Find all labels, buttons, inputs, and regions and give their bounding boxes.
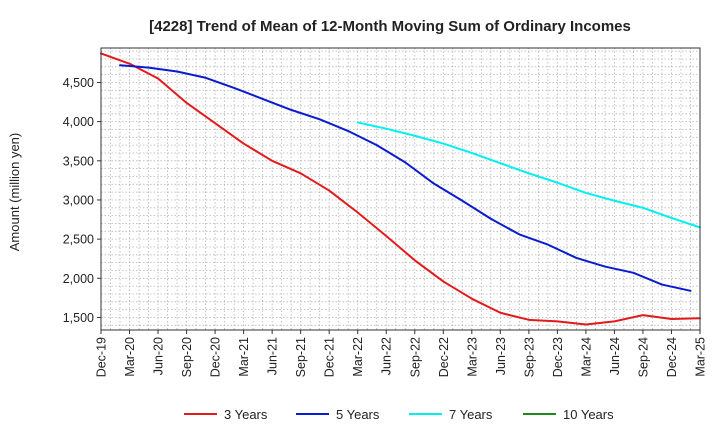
x-tick-label: Dec-21: [323, 337, 337, 377]
x-tick-label: Dec-22: [437, 337, 451, 377]
y-tick-label: 4,000: [63, 115, 94, 129]
x-tick-label: Sep-20: [180, 337, 194, 377]
x-tick-label: Jun-23: [494, 337, 508, 375]
legend-label: 3 Years: [224, 407, 268, 422]
series-line-5-years: [119, 64, 692, 292]
x-tick-label: Sep-21: [294, 337, 308, 377]
legend-label: 10 Years: [563, 407, 614, 422]
legend: 3 Years 5 Years 7 Years 10 Years: [184, 407, 614, 422]
y-tick-label: 2,500: [63, 233, 94, 247]
y-tick-label: 3,000: [63, 193, 94, 207]
x-tick-label: Jun-24: [608, 337, 622, 375]
x-tick-label: Mar-20: [123, 337, 137, 377]
x-tick-label: Mar-21: [237, 337, 251, 377]
x-tick-label: Dec-20: [209, 337, 223, 377]
x-tick-label: Mar-25: [694, 337, 708, 377]
x-tick-label: Jun-21: [266, 337, 280, 375]
x-tick-label: Jun-20: [152, 337, 166, 375]
x-tick-label: Mar-23: [465, 337, 479, 377]
x-tick-label: Sep-22: [408, 337, 422, 377]
legend-label: 7 Years: [449, 407, 493, 422]
y-tick-label: 2,000: [63, 272, 94, 286]
x-tick-label: Dec-24: [665, 337, 679, 377]
grid: [101, 48, 700, 330]
x-tick-label: Mar-24: [579, 337, 593, 377]
plot-frame: [100, 47, 701, 331]
y-tick-label: 4,500: [63, 76, 94, 90]
y-tick-label: 1,500: [63, 311, 94, 325]
x-tick-label: Dec-19: [95, 337, 109, 377]
x-tick-label: Mar-22: [351, 337, 365, 377]
y-tick-label: 3,500: [63, 154, 94, 168]
x-axis: Dec-19 Mar-20 Jun-20 Sep-20 Dec-20 Mar-21 Jun-…: [95, 330, 708, 377]
x-tick-label: Sep-23: [522, 337, 536, 377]
y-axis: 1,500 2,000 2,500 3,000 3,500 4,000 4,500: [63, 76, 101, 325]
x-tick-label: Sep-24: [636, 337, 650, 377]
x-tick-label: Dec-23: [551, 337, 565, 377]
series-lines: [100, 52, 701, 326]
series-line-3-years: [100, 52, 701, 326]
chart-title: [4228] Trend of Mean of 12-Month Moving …: [149, 18, 631, 35]
series-line-7-years: [356, 121, 701, 229]
x-tick-label: Jun-22: [380, 337, 394, 375]
y-axis-label: Amount (million yen): [7, 133, 22, 252]
legend-label: 5 Years: [336, 407, 380, 422]
